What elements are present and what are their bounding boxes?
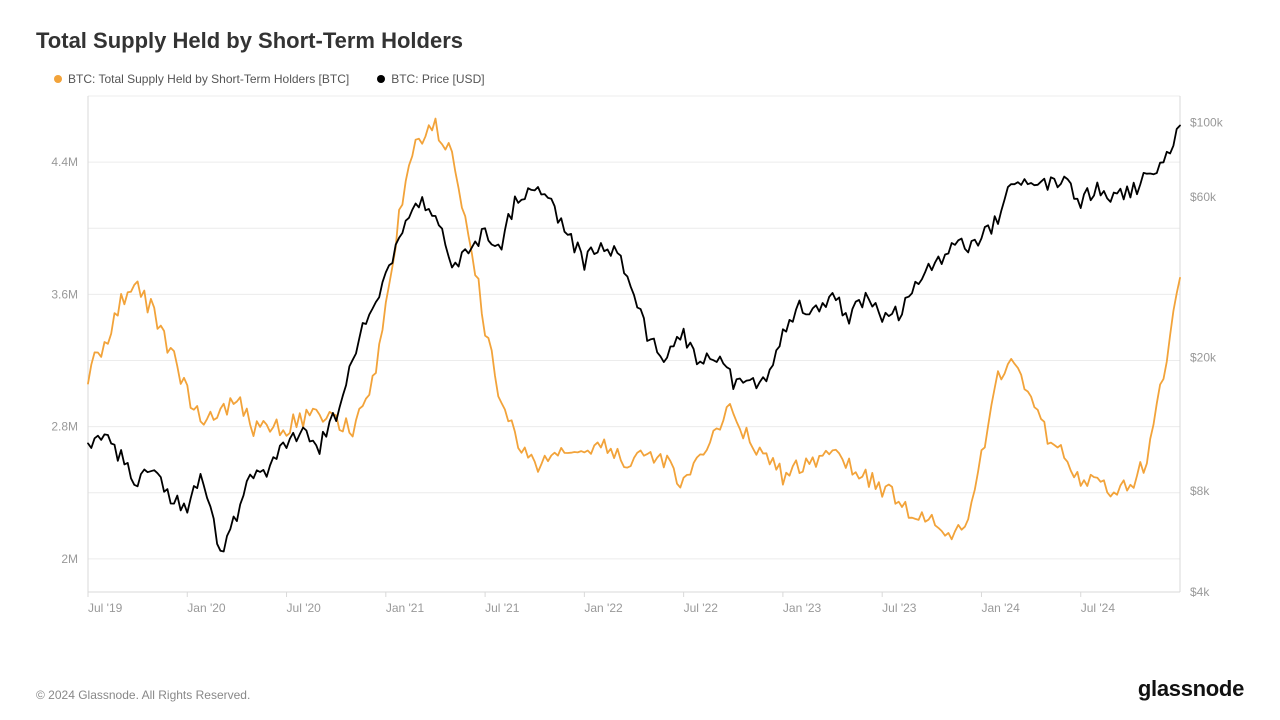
brand-logo: glassnode (1138, 676, 1244, 702)
svg-text:Jul '19: Jul '19 (88, 601, 123, 615)
svg-text:3.6M: 3.6M (51, 287, 78, 301)
svg-text:Jan '20: Jan '20 (187, 601, 226, 615)
svg-text:$4k: $4k (1190, 585, 1210, 599)
legend-item-price: BTC: Price [USD] (377, 72, 484, 86)
chart-svg: 2M 2.8M 3.6M 4.4M $4k $8k $20k $60k $100k Jul '19… (36, 92, 1244, 632)
legend-swatch-price (377, 75, 385, 83)
svg-text:$8k: $8k (1190, 484, 1210, 498)
svg-text:$100k: $100k (1190, 116, 1224, 130)
svg-text:Jul '22: Jul '22 (684, 601, 719, 615)
svg-text:Jan '21: Jan '21 (386, 601, 425, 615)
copyright: © 2024 Glassnode. All Rights Reserved. (36, 688, 250, 702)
legend-label-price: BTC: Price [USD] (391, 72, 484, 86)
svg-text:2.8M: 2.8M (51, 420, 78, 434)
svg-text:Jan '24: Jan '24 (981, 601, 1020, 615)
svg-text:Jan '22: Jan '22 (584, 601, 623, 615)
legend: BTC: Total Supply Held by Short-Term Hol… (54, 72, 1244, 86)
legend-swatch-supply (54, 75, 62, 83)
svg-text:Jul '20: Jul '20 (287, 601, 322, 615)
chart-title: Total Supply Held by Short-Term Holders (36, 28, 1244, 54)
legend-label-supply: BTC: Total Supply Held by Short-Term Hol… (68, 72, 349, 86)
svg-text:$20k: $20k (1190, 350, 1217, 364)
svg-text:Jul '23: Jul '23 (882, 601, 917, 615)
svg-text:Jul '24: Jul '24 (1081, 601, 1116, 615)
svg-text:Jan '23: Jan '23 (783, 601, 822, 615)
svg-text:$60k: $60k (1190, 190, 1217, 204)
svg-text:4.4M: 4.4M (51, 155, 78, 169)
chart-area: 2M 2.8M 3.6M 4.4M $4k $8k $20k $60k $100k Jul '19… (36, 92, 1244, 632)
legend-item-supply: BTC: Total Supply Held by Short-Term Hol… (54, 72, 349, 86)
svg-text:2M: 2M (61, 552, 78, 566)
svg-text:Jul '21: Jul '21 (485, 601, 520, 615)
